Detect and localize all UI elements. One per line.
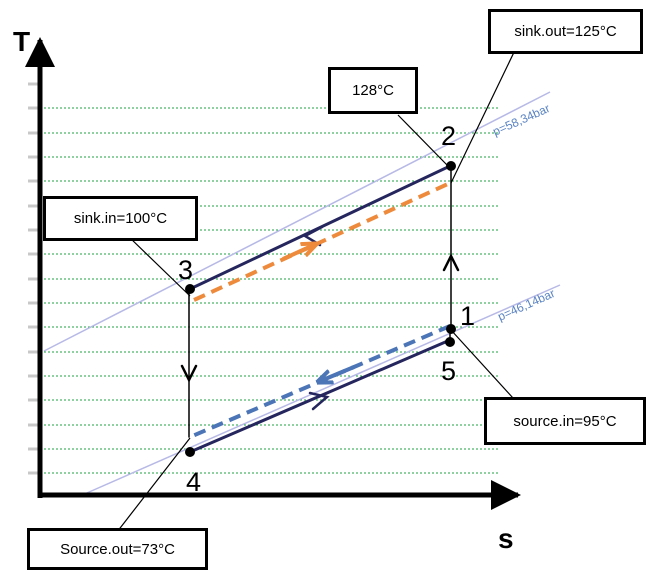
point-2-label: 2	[441, 121, 456, 151]
arrow-head-evaporator	[308, 391, 330, 411]
sink-stream	[193, 181, 451, 302]
callout-sink-out: sink.out=125°C	[488, 9, 643, 54]
sink-stream-arrow	[282, 244, 316, 261]
callout-source-in: source.in=95°C	[484, 397, 646, 445]
point-4-label: 4	[186, 467, 201, 497]
point-3-marker	[185, 284, 195, 294]
source-stream-arrow	[318, 365, 355, 382]
point-5-label: 5	[441, 356, 456, 386]
callout-t-max: 128°C	[328, 67, 418, 114]
point-1-label: 1	[460, 301, 475, 331]
callout-sink-in: sink.in=100°C	[43, 196, 198, 241]
point-1-marker	[446, 324, 456, 334]
callout-source-out: Source.out=73°C	[27, 528, 208, 570]
point-4-marker	[185, 447, 195, 457]
isobar-low	[79, 284, 561, 497]
s-axis-label: s	[498, 523, 514, 554]
state-points	[185, 161, 456, 457]
arrow-head-down	[180, 364, 198, 383]
point-5-marker	[445, 337, 455, 347]
point-3-label: 3	[178, 255, 193, 285]
leader-lines	[116, 45, 518, 533]
isobar-high	[43, 91, 551, 352]
arrow-head-up	[442, 253, 460, 272]
point-2-marker	[446, 161, 456, 171]
isobar-low-label: p=46,14bar	[496, 286, 557, 324]
t-axis-label: T	[13, 26, 30, 57]
